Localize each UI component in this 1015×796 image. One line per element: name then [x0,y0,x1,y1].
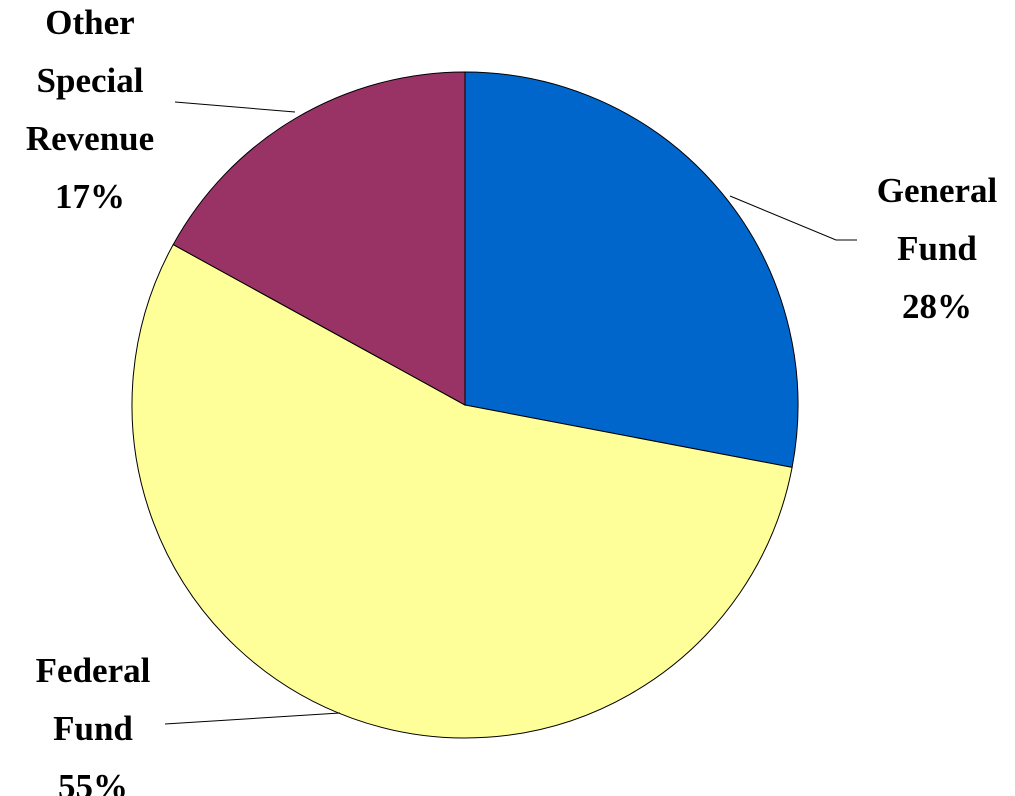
slice-value-label: 28% [902,287,972,326]
slice-label-general-fund: General Fund 28% [877,171,998,326]
pie-slice-general-fund [464,71,799,468]
slice-labels: General Fund 28% Federal Fund 55% Other Special… [26,3,998,796]
leader-line-federal-fund [164,712,341,725]
slice-name-line: Other [45,3,134,42]
leader-line-other-special-revenue [174,101,296,113]
slice-label-other-special-revenue: Other Special Revenue 17% [26,3,154,216]
slice-value-label: 17% [55,177,125,216]
pie-slice-other-special-revenue [172,71,466,406]
slice-value-label: 55% [58,767,128,796]
slice-name-line: Revenue [26,119,154,158]
slice-name-line: Special [37,61,144,100]
slice-name-line: General [877,171,998,210]
pie-slice-federal-fund [131,243,793,739]
slice-label-federal-fund: Federal Fund 55% [36,651,151,796]
slice-name-line: Federal [36,651,151,690]
pie-slices [131,71,799,739]
leader-line-general-fund [729,195,857,241]
leader-lines [164,101,857,725]
slice-name-line: Fund [897,229,977,268]
slice-name-line: Fund [53,709,133,748]
